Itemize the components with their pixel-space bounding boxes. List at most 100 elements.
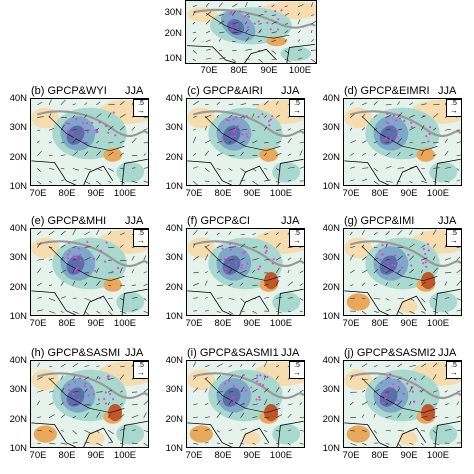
wind-vector — [193, 153, 196, 156]
wind-vector — [48, 310, 56, 314]
wind-vector — [385, 270, 391, 274]
wind-vector — [421, 430, 426, 432]
significance-dot — [410, 121, 413, 124]
significance-dot — [66, 129, 69, 133]
wind-vector — [192, 229, 198, 236]
panel-title: (c) GPCP&AIRI — [187, 85, 263, 97]
wind-vector — [108, 441, 113, 444]
wind-vector — [275, 242, 281, 248]
significance-dot — [97, 398, 100, 401]
y-tick-label: 10N — [165, 181, 183, 192]
wind-vector — [444, 390, 448, 393]
wind-vector — [385, 430, 392, 432]
wind-vector — [456, 298, 461, 301]
wind-vector — [96, 280, 101, 286]
x-tick-label: 90E — [243, 450, 261, 461]
wind-vector — [60, 430, 64, 432]
wind-vector — [275, 101, 279, 106]
season-label: JJA — [281, 215, 300, 227]
wind-vector — [60, 402, 64, 406]
wind-vector — [275, 168, 281, 172]
wind-vector — [96, 151, 101, 156]
wind-vector — [119, 232, 125, 236]
wind-vector — [252, 258, 259, 261]
wet-anomaly — [222, 255, 241, 275]
significance-dot — [112, 398, 115, 401]
wind-vector — [350, 442, 357, 446]
wind-vector — [219, 14, 224, 16]
arrow-right-icon: → — [293, 368, 301, 377]
wind-vector — [252, 310, 258, 314]
y-tick-label: 20N — [9, 281, 27, 293]
season-label: JJA — [125, 85, 144, 97]
wind-vector — [96, 168, 103, 172]
significance-dot — [247, 15, 250, 18]
significance-dot — [378, 249, 381, 252]
significance-dot — [387, 386, 391, 389]
wind-vector — [240, 282, 243, 286]
x-tick-label: 90E — [87, 318, 105, 329]
wind-vector — [193, 297, 198, 299]
dry-anomaly — [421, 272, 436, 290]
wind-vector — [373, 168, 378, 172]
y-tick-label: 20N — [9, 413, 27, 425]
wind-vector — [409, 400, 412, 406]
significance-dot — [67, 401, 70, 404]
x-tick-label: 100E — [269, 318, 293, 329]
wind-vector — [252, 232, 256, 236]
wind-vector — [96, 430, 100, 433]
wind-vector — [420, 231, 424, 236]
y-tick-label: 20N — [165, 151, 183, 163]
wind-vector — [37, 150, 42, 156]
significance-dot — [382, 401, 385, 405]
season-label: JJA — [125, 215, 144, 227]
significance-dot — [86, 130, 89, 133]
wind-vector — [310, 14, 315, 16]
wind-vector — [240, 364, 243, 368]
wind-vector — [192, 136, 196, 144]
coastline — [187, 420, 304, 447]
wind-vector — [284, 50, 290, 54]
wind-vector — [228, 310, 234, 315]
wind-vector — [409, 310, 415, 314]
wet-anomaly — [66, 387, 85, 407]
wind-vector — [72, 179, 77, 182]
wind-vector — [349, 231, 353, 236]
top-y-tick: 30N — [164, 7, 182, 18]
wind-vector — [131, 167, 136, 169]
significance-dot — [90, 386, 93, 389]
wind-vector — [385, 298, 390, 301]
wind-vector — [373, 153, 377, 156]
significance-dot — [230, 398, 233, 401]
wind-vector — [216, 430, 221, 433]
significance-dot — [240, 266, 243, 269]
wind-vector — [216, 412, 222, 418]
wind-vector — [349, 254, 354, 261]
wind-vector — [84, 364, 90, 368]
wind-vector — [284, 39, 287, 42]
significance-dot — [79, 253, 82, 257]
significance-dot — [425, 265, 428, 268]
wind-vector — [456, 168, 460, 171]
panel-title: (g) GPCP&IMI — [344, 215, 415, 227]
significance-dot — [229, 256, 232, 259]
wind-vector — [432, 310, 439, 313]
wind-vector — [48, 298, 56, 301]
wind-vector — [245, 48, 252, 51]
x-tick-label: 90E — [87, 188, 105, 199]
panel-title: (i) GPCP&SASMI1 — [187, 347, 279, 359]
wind-vector — [228, 442, 234, 444]
wind-vector — [409, 283, 413, 286]
arrow-right-icon: → — [450, 236, 458, 245]
wind-vector — [310, 58, 316, 63]
wind-vector — [240, 179, 246, 182]
wind-vector — [361, 401, 368, 406]
wind-vector — [409, 230, 413, 236]
terrain-contour — [192, 110, 304, 137]
significance-dot — [224, 270, 227, 273]
x-tick-label: 70E — [342, 188, 360, 199]
wind-vector — [252, 362, 256, 368]
reference-vector-box: .5 → — [446, 99, 462, 117]
wind-vector — [361, 256, 367, 261]
wind-vector — [204, 244, 210, 248]
